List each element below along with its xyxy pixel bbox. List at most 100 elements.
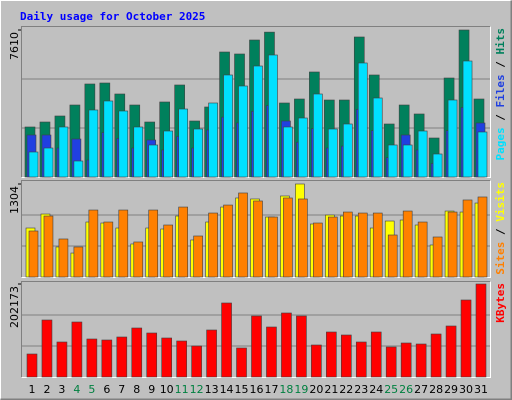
bar — [268, 216, 278, 278]
x-tick-label: 24 — [369, 383, 383, 396]
bar — [148, 144, 159, 178]
bar — [131, 327, 143, 378]
legend-entry: Files — [494, 74, 507, 107]
x-tick-label: 25 — [384, 383, 398, 396]
bar — [116, 336, 128, 378]
bar — [251, 315, 262, 378]
bar — [357, 212, 368, 278]
x-tick-label: 1 — [29, 383, 36, 396]
bar — [178, 206, 188, 278]
x-tick-label: 17 — [264, 383, 278, 396]
bar — [56, 341, 68, 378]
x-tick-label: 2 — [43, 383, 50, 396]
chart-title: Daily usage for October 2025 — [20, 10, 205, 23]
bar — [445, 325, 457, 378]
legend-entry: Sites — [494, 242, 507, 275]
plot-bevel-light — [21, 26, 491, 178]
bar — [88, 209, 99, 278]
bar — [208, 102, 218, 178]
bar — [71, 321, 83, 378]
bar — [58, 238, 69, 278]
legend: KBytes — [494, 283, 507, 323]
x-tick-label: 21 — [324, 383, 338, 396]
bar — [176, 340, 187, 378]
bar — [266, 326, 277, 378]
x-tick-label: 8 — [133, 383, 140, 396]
bar — [148, 209, 159, 278]
bar — [372, 97, 383, 178]
bar — [43, 215, 54, 278]
bar — [163, 130, 173, 178]
x-tick-label: 28 — [429, 383, 443, 396]
x-tick-label: 6 — [103, 383, 110, 396]
bar — [298, 198, 308, 278]
bar — [206, 329, 217, 378]
x-tick-label: 11 — [175, 383, 189, 396]
bar — [296, 315, 307, 378]
bar — [191, 345, 202, 378]
plot-bevel-light — [21, 281, 491, 378]
x-tick-label: 9 — [148, 383, 155, 396]
x-tick-label: 3 — [58, 383, 65, 396]
x-tick-label: 12 — [190, 383, 204, 396]
bar — [387, 234, 398, 278]
bar — [178, 108, 188, 178]
x-tick-label: 4 — [73, 383, 80, 396]
x-tick-label: 29 — [444, 383, 458, 396]
bar — [193, 128, 203, 178]
bar — [58, 126, 69, 178]
bar — [432, 236, 443, 278]
legend: Sites / Visits — [494, 182, 507, 275]
legend-separator: / — [494, 108, 507, 128]
bar — [430, 333, 442, 378]
bar — [462, 60, 473, 178]
x-tick-label: 31 — [474, 383, 488, 396]
legend-separator: / — [494, 222, 507, 242]
bar — [238, 192, 248, 278]
bar — [400, 342, 412, 378]
bar — [133, 241, 144, 278]
bar — [283, 197, 293, 278]
legend-entry: KBytes — [494, 283, 507, 323]
legend-entry: Visits — [494, 182, 507, 222]
bar — [477, 196, 488, 278]
bar — [223, 204, 233, 278]
x-tick-label: 14 — [220, 383, 234, 396]
bar — [313, 222, 323, 278]
bar — [253, 65, 263, 178]
bar — [415, 343, 427, 378]
x-tick-label: 5 — [88, 383, 95, 396]
x-tick-label: 23 — [354, 383, 368, 396]
x-tick-label: 16 — [250, 383, 264, 396]
x-tick-label: 10 — [160, 383, 174, 396]
bar — [103, 221, 114, 278]
bar — [417, 130, 428, 178]
bar — [311, 344, 322, 378]
bar — [402, 144, 413, 178]
bar — [86, 338, 98, 378]
bar — [281, 312, 292, 378]
bar — [372, 212, 383, 278]
bar — [118, 110, 129, 178]
bar — [402, 210, 413, 278]
bar — [73, 160, 84, 178]
bar — [41, 319, 53, 378]
bar — [101, 339, 113, 378]
bar — [223, 74, 233, 178]
x-tick-label: 7 — [118, 383, 125, 396]
y-tick-label: 1304 — [8, 186, 21, 214]
x-tick-label: 22 — [339, 383, 353, 396]
plot-bevel-dark — [21, 281, 491, 378]
bar — [328, 216, 338, 278]
legend: Pages / Files / Hits — [494, 28, 507, 161]
plot-bevel-light — [21, 180, 491, 278]
bar — [28, 151, 39, 178]
bar — [462, 199, 473, 278]
x-tick-label: 26 — [399, 383, 413, 396]
bar — [236, 347, 247, 378]
bar — [328, 128, 338, 178]
plot-bevel-dark — [21, 180, 491, 278]
bar — [342, 211, 353, 278]
y-tick-label: 7610 — [8, 32, 21, 60]
